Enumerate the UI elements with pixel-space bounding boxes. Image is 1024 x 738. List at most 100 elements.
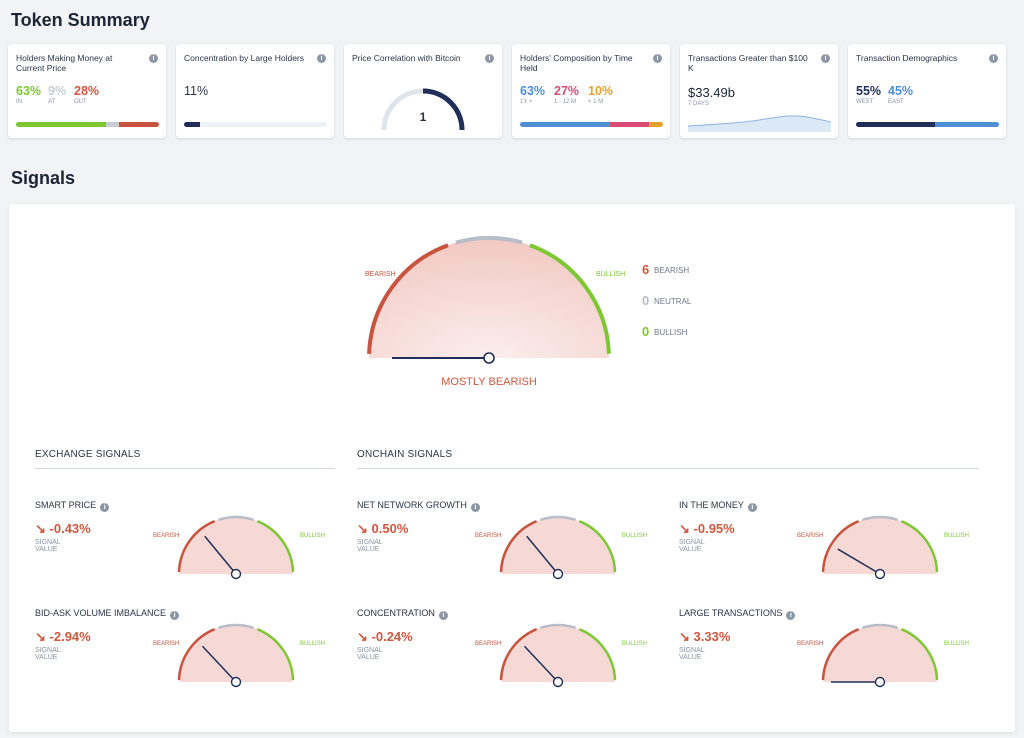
gauge-fill: [369, 238, 609, 358]
months-segment: [610, 122, 649, 127]
info-icon[interactable]: i: [485, 54, 494, 63]
signal-name-text: NET NETWORK GROWTH: [357, 500, 467, 510]
info-icon[interactable]: i: [747, 503, 757, 512]
gauge-needle-pivot: [483, 352, 495, 364]
signal-name-text: SMART PRICE: [35, 500, 97, 510]
gauge-bearish-label: BEARISH: [797, 533, 823, 539]
signal-value: ↘ -0.43%: [35, 521, 91, 537]
gauge-bearish-label: BEARISH: [475, 641, 501, 647]
concentration-fill: [184, 122, 200, 127]
info-icon[interactable]: i: [821, 54, 830, 63]
gauge-bearish-label: BEARISH: [365, 271, 396, 278]
bullish-count-label: BULLISH: [654, 328, 688, 337]
token-summary-title: Token Summary: [11, 10, 150, 30]
card-title: Holders' Composition by Time Held: [520, 53, 633, 73]
overall-verdict: MOSTLY BEARISH: [441, 376, 537, 388]
signal-name-text: LARGE TRANSACTIONS: [679, 608, 783, 618]
card-holders-composition[interactable]: Holders' Composition by Time Held i 63% …: [512, 44, 670, 138]
gauge-bullish-arc: [578, 520, 617, 573]
signal-name-text: BID-ASK VOLUME IMBALANCE: [35, 608, 167, 618]
out-segment: [118, 122, 159, 127]
card-holders-making-money[interactable]: Holders Making Money at Current Price i …: [8, 44, 166, 138]
signal-name: SMART PRICE i: [35, 500, 110, 512]
info-icon[interactable]: i: [470, 503, 480, 512]
gauge-bearish-label: BEARISH: [153, 641, 179, 647]
neutral-count-label: NEUTRAL: [654, 297, 692, 306]
info-icon[interactable]: i: [438, 611, 448, 620]
exchange-divider: [35, 468, 335, 469]
transactions-value: $33.49b: [688, 85, 735, 100]
gauge-bullish-arc: [578, 628, 617, 681]
in-percent: 63%: [16, 84, 42, 98]
gauge-bearish-arc: [177, 628, 216, 681]
arrow-down-right-icon: ↘: [679, 629, 690, 644]
signal-gauge: BEARISH BULLISH: [797, 623, 969, 688]
transactions-period: 7 DAYS: [688, 101, 709, 107]
card-concentration[interactable]: Concentration by Large Holders i 11%: [176, 44, 334, 138]
gauge-bullish-arc: [256, 628, 295, 681]
signal-name-text: IN THE MONEY: [679, 500, 744, 510]
gauge-needle: [523, 645, 559, 683]
gauge-bullish-arc: [900, 628, 939, 681]
one-year-segment: [520, 122, 611, 127]
card-large-transactions[interactable]: Transactions Greater than $100 K i $33.4…: [680, 44, 838, 138]
west-percent: 55%: [856, 84, 882, 98]
gauge-needle: [837, 548, 881, 575]
gauge-neutral-arc: [862, 623, 898, 629]
card-title: Price Correlation with Bitcoin: [352, 53, 461, 63]
info-icon[interactable]: i: [786, 611, 796, 620]
under-month-segment: [648, 122, 663, 127]
info-icon[interactable]: i: [317, 54, 326, 63]
bearish-count: 6: [642, 262, 650, 277]
signal-value-text: -2.94%: [49, 629, 91, 644]
card-transaction-demographics[interactable]: Transaction Demographics i 55% WEST 45% …: [848, 44, 1006, 138]
signal-value-text: -0.43%: [49, 521, 91, 536]
gauge-bearish-arc: [499, 520, 538, 573]
concentration-value: 11%: [184, 84, 209, 98]
card-title: Transactions Greater than $100 K: [688, 53, 808, 73]
at-label: AT: [48, 99, 56, 105]
signal-name: CONCENTRATION i: [357, 608, 448, 620]
sparkline-area: [688, 115, 831, 132]
signal-value: ↘ -2.94%: [35, 629, 91, 645]
arrow-down-right-icon: ↘: [357, 629, 368, 644]
gauge-bullish-arc: [256, 520, 295, 573]
gauge-fill: [823, 517, 937, 574]
signal-value: ↘ -0.95%: [679, 521, 735, 537]
months-label: 1 - 12 M: [554, 99, 577, 105]
gauge-neutral-arc: [455, 235, 523, 245]
info-icon[interactable]: i: [100, 503, 110, 512]
one-year-label: 1Y +: [520, 99, 533, 105]
arrow-down-right-icon: ↘: [357, 521, 368, 536]
under-month-percent: 10%: [588, 84, 614, 98]
gauge-needle-pivot: [874, 568, 886, 580]
signal-value: ↘ 0.50%: [357, 521, 408, 537]
gauge-fill: [179, 517, 293, 574]
sparkline-line: [688, 115, 831, 127]
info-icon[interactable]: i: [149, 54, 158, 63]
info-icon[interactable]: i: [653, 54, 662, 63]
signal-gauge: BEARISH BULLISH: [475, 515, 647, 580]
gauge-neutral-arc: [862, 515, 898, 521]
gauge-bullish-arc: [900, 520, 939, 573]
gauge-bearish-label: BEARISH: [475, 533, 501, 539]
correlation-gauge-fill: [422, 88, 465, 131]
info-icon[interactable]: i: [170, 611, 180, 620]
correlation-value: 1: [419, 110, 427, 124]
gauge-bullish-label: BULLISH: [944, 533, 969, 539]
gauge-neutral-arc: [218, 515, 254, 521]
gauge-bullish-arc: [529, 243, 611, 354]
card-price-correlation[interactable]: Price Correlation with Bitcoin i 1: [344, 44, 502, 138]
card-title: Holders Making Money at Current Price: [16, 53, 113, 73]
gauge-bearish-arc: [177, 520, 216, 573]
east-label: EAST: [888, 99, 904, 105]
west-label: WEST: [856, 99, 874, 105]
signal-name: IN THE MONEY i: [679, 500, 757, 512]
at-segment: [106, 122, 119, 127]
overall-signal-gauge: BEARISH BULLISH: [365, 235, 625, 364]
gauge-neutral-arc: [218, 623, 254, 629]
info-icon[interactable]: i: [989, 54, 998, 63]
transactions-sparkline: [688, 115, 831, 132]
in-label: IN: [16, 99, 22, 105]
gauge-bullish-label: BULLISH: [596, 271, 625, 278]
